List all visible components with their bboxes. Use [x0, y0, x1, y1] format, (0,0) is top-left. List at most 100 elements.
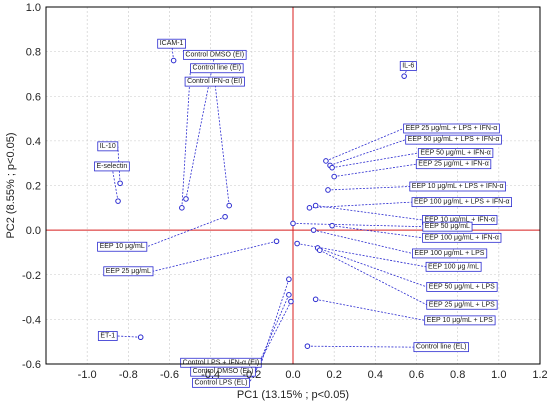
- point-label-text: E-selectin: [96, 163, 127, 170]
- point-label-27: EEP 10 μg/mL + LPS: [424, 315, 496, 326]
- leader-line: [260, 279, 290, 363]
- leader-line: [146, 216, 226, 248]
- data-point: [286, 292, 292, 298]
- tick-labels: -1.0 -0.8 -0.6 -0.4 -0.2 0.0 0.2 0.4 0.6 0.8 1.0 1.…: [22, 2, 548, 381]
- y-tick-label: 0.0: [26, 225, 41, 237]
- point-label-text: EEP 100 μg/mL + IFN-α: [425, 234, 499, 241]
- point-labels: ICAM-1 IL-6 IL-10 E-selectin Control DMSO (E…: [94, 38, 512, 388]
- point-label-box: [190, 63, 244, 74]
- point-label-text: EEP 25 μg/mL + LPS: [429, 301, 495, 308]
- leader-line: [152, 240, 277, 272]
- point-label-5: Control line (EI): [190, 63, 244, 74]
- leader-line: [315, 298, 425, 321]
- data-point: [325, 187, 331, 193]
- leader-line: [181, 68, 191, 208]
- data-point: [115, 198, 121, 204]
- y-tick-label: 0.4: [26, 136, 41, 148]
- leader-line: [325, 128, 404, 162]
- point-label-19: EEP 100 μg/mL + LPS + IFN-α: [411, 197, 512, 208]
- x-tick-label: 1.2: [532, 369, 547, 381]
- data-point: [312, 296, 319, 303]
- point-label-text: EEP 100 μg/mL + LPS + IFN-α: [414, 199, 510, 206]
- point-label-text: EEP 10 μg/mL + LPS + IFN-α: [412, 183, 504, 190]
- point-label-12: Control LPS (EL): [192, 377, 250, 388]
- x-tick-label: -0.8: [119, 369, 138, 381]
- point-label-text: EEP 25 μg/mL + LPS + IFN-α: [406, 125, 498, 132]
- data-point: [310, 227, 317, 233]
- data-point: [117, 180, 123, 187]
- point-label-text: ET-1: [100, 332, 115, 339]
- point-label-text: EEP 25 μg/mL + IFN-α: [418, 161, 489, 168]
- data-point: [312, 202, 319, 209]
- point-label-box: [426, 299, 498, 310]
- x-tick-label: 0.4: [368, 369, 383, 381]
- point-label-box: [97, 141, 119, 152]
- point-label-text: Control line (EL): [416, 344, 467, 351]
- point-label-text: Control LPS (EL): [194, 379, 247, 386]
- leader-line: [111, 166, 119, 202]
- leader-line: [309, 201, 412, 209]
- point-label-0: ICAM-1: [157, 38, 186, 49]
- y-tick-label: -0.2: [22, 270, 41, 282]
- point-label-text: EEP 50 μg/mL + LPS: [429, 283, 495, 290]
- y-tick-label: 1.0: [26, 2, 41, 14]
- point-label-box: [103, 266, 154, 277]
- point-label-text: EEP 100 μg/mL + LPS: [414, 250, 484, 257]
- leader-line: [334, 163, 417, 177]
- y-tick-label: -0.6: [22, 359, 41, 371]
- point-label-6: Control IFN-α (EI): [184, 76, 245, 87]
- point-label-18: EEP 10 μg/mL + LPS + IFN-α: [409, 181, 506, 192]
- point-label-text: Control line (EI): [193, 65, 242, 72]
- point-label-text: EEP 10 μg/mL + LPS: [427, 317, 493, 324]
- data-point: [179, 205, 185, 211]
- leader-line: [329, 139, 406, 166]
- x-tick-label: 0.8: [450, 369, 465, 381]
- leader-line: [315, 205, 423, 221]
- x-tick-label: -0.6: [160, 369, 179, 381]
- leader-line: [249, 301, 292, 384]
- point-label-text: IL-6: [402, 63, 414, 70]
- point-label-box: [403, 123, 500, 134]
- leader-line: [319, 249, 427, 306]
- point-label-text: EEP 50 μg/mL + IFN-α: [420, 150, 491, 157]
- point-label-box: [413, 342, 469, 353]
- data-point: [137, 334, 144, 341]
- point-label-13: Control line (EL): [413, 342, 469, 353]
- leader-line: [332, 225, 423, 239]
- point-label-24: EEP 100 μg /mL: [425, 261, 482, 272]
- point-label-box: [184, 76, 245, 87]
- x-tick-label: -0.4: [201, 369, 220, 381]
- x-axis-title: PC1 (13.15% ; p<0.05): [237, 389, 349, 401]
- leader-line: [317, 247, 427, 288]
- point-label-16: EEP 50 μg/mL + IFN-α: [417, 148, 494, 158]
- data-point: [222, 213, 228, 220]
- data-point: [306, 205, 313, 211]
- leader-line: [307, 345, 414, 348]
- point-label-text: Control DMSO (EI): [185, 51, 244, 58]
- point-label-box: [97, 331, 118, 341]
- x-tick-label: -0.2: [242, 369, 261, 381]
- point-label-26: EEP 25 μg/mL + LPS: [426, 299, 498, 310]
- point-label-text: ICAM-1: [160, 40, 184, 47]
- point-label-box: [183, 49, 247, 60]
- point-label-text: IL-10: [100, 143, 116, 150]
- point-label-box: [97, 241, 148, 252]
- point-label-box: [422, 221, 473, 232]
- leader-line: [332, 152, 419, 169]
- point-label-box: [399, 61, 417, 71]
- data-point: [316, 247, 323, 254]
- leader-line: [214, 81, 230, 206]
- point-label-25: EEP 50 μg/mL + LPS: [426, 282, 498, 292]
- point-label-box: [422, 232, 502, 243]
- point-label-11: Control DMSO (EL): [190, 366, 256, 377]
- point-label-17: EEP 25 μg/mL + IFN-α: [415, 159, 492, 170]
- point-label-text: EEP 10 μg/mL + IFN-α: [424, 216, 495, 223]
- x-tick-label: 0.6: [409, 369, 424, 381]
- y-tick-label: 0.2: [26, 181, 41, 193]
- point-label-box: [411, 197, 512, 208]
- point-label-15: EEP 50 μg/mL + LPS + IFN-α: [405, 134, 502, 145]
- point-label-text: Control LPS + IFN-α (EI): [183, 359, 260, 366]
- point-label-box: [412, 248, 488, 259]
- y-tick-label: 0.8: [26, 47, 41, 59]
- point-label-text: EEP 25 μg/mL: [106, 268, 151, 275]
